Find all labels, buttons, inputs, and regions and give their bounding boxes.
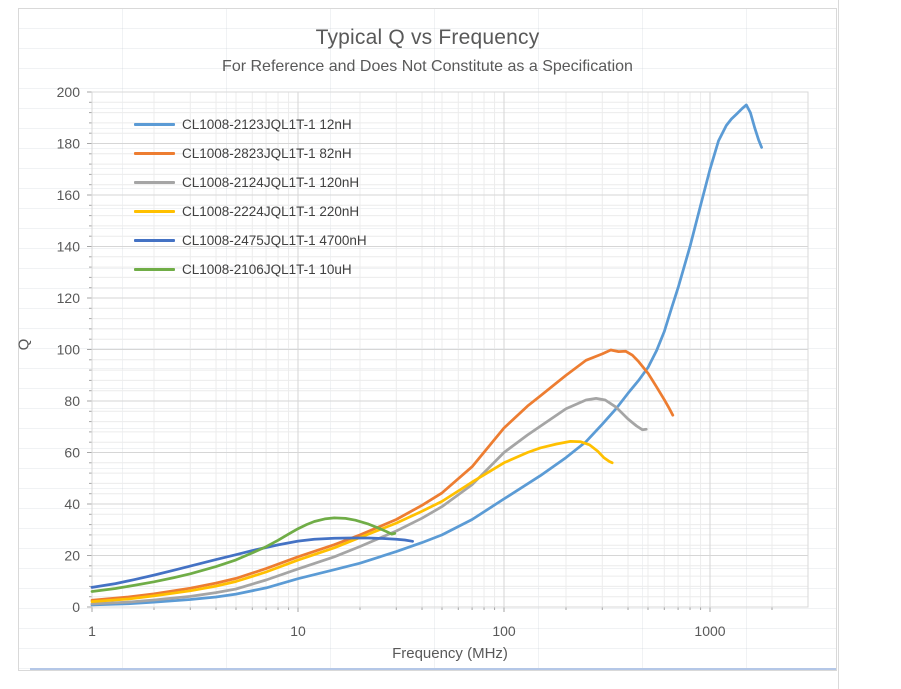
- legend-line-sample: [134, 181, 175, 184]
- legend-item-label: CL1008-2224JQL1T-1 220nH: [182, 204, 360, 219]
- series-line: [90, 440, 614, 603]
- legend-item-label: CL1008-2823JQL1T-1 82nH: [182, 146, 352, 161]
- y-axis-title: Q: [15, 338, 33, 351]
- series-line: [90, 536, 414, 589]
- y-tick-label: 20: [64, 548, 80, 564]
- legend-line-sample: [134, 268, 175, 271]
- series-line: [90, 348, 675, 602]
- x-tick-label: 1: [88, 623, 96, 639]
- legend-line-sample: [134, 123, 175, 126]
- y-tick-label: 180: [57, 136, 81, 152]
- x-tick-label: 100: [492, 623, 516, 639]
- chart-title: Typical Q vs Frequency: [315, 26, 540, 49]
- y-tick-label: 0: [72, 599, 80, 615]
- series-line: [90, 103, 763, 607]
- y-tick-label: 140: [57, 239, 81, 255]
- legend-line-sample: [134, 210, 175, 213]
- y-tick-label: 80: [64, 393, 80, 409]
- legend-item-label: CL1008-2123JQL1T-1 12nH: [182, 117, 352, 132]
- legend-item: CL1008-2124JQL1T-1 120nH: [134, 168, 367, 197]
- window-edge-bottom: [30, 668, 836, 670]
- y-tick-label: 160: [57, 187, 81, 203]
- y-tick-label: 100: [57, 342, 81, 358]
- legend-item: CL1008-2475JQL1T-1 4700nH: [134, 226, 367, 255]
- y-tick-label: 40: [64, 496, 80, 512]
- x-tick-label: 10: [290, 623, 306, 639]
- legend-item-label: CL1008-2124JQL1T-1 120nH: [182, 175, 360, 190]
- legend-item: CL1008-2224JQL1T-1 220nH: [134, 197, 367, 226]
- window-divider-right: [838, 0, 839, 689]
- legend-item: CL1008-2106JQL1T-1 10uH: [134, 255, 367, 284]
- legend-line-sample: [134, 239, 175, 242]
- plot-border: [91, 91, 809, 608]
- legend-line-sample: [134, 152, 175, 155]
- legend-item: CL1008-2123JQL1T-1 12nH: [134, 110, 367, 139]
- x-tick-label: 1000: [694, 623, 725, 639]
- series-line: [90, 397, 648, 606]
- legend-item-label: CL1008-2475JQL1T-1 4700nH: [182, 233, 367, 248]
- y-tick-label: 200: [57, 84, 81, 100]
- x-axis-title: Frequency (MHz): [392, 645, 508, 662]
- series-line: [90, 516, 397, 593]
- legend: CL1008-2123JQL1T-1 12nH CL1008-2823JQL1T-…: [134, 110, 367, 284]
- legend-item-label: CL1008-2106JQL1T-1 10uH: [182, 262, 352, 277]
- y-tick-label: 60: [64, 445, 80, 461]
- y-tick-label: 120: [57, 290, 81, 306]
- chart-subtitle: For Reference and Does Not Constitute as…: [222, 58, 633, 75]
- legend-item: CL1008-2823JQL1T-1 82nH: [134, 139, 367, 168]
